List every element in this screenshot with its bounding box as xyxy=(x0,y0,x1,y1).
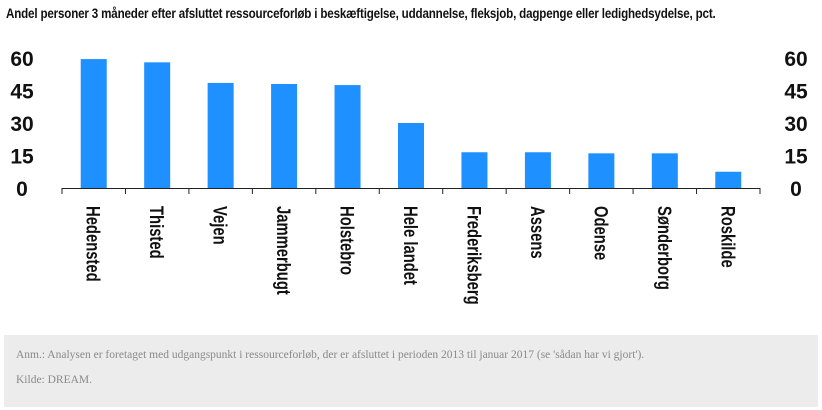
bar xyxy=(271,84,298,188)
bar xyxy=(207,82,234,188)
y-tick-label-left: 30 xyxy=(10,113,33,136)
bar xyxy=(588,153,615,188)
x-ticks xyxy=(61,188,761,194)
y-tick-label-right: 15 xyxy=(784,146,808,169)
bar xyxy=(524,152,551,188)
x-tick-label: Hedensted xyxy=(82,206,103,282)
bar-chart: 0 15 30 45 60 0 15 30 45 60 Hedensted Thisted Veje… xyxy=(10,48,808,305)
footnote-text: Anm.: Analysen er foretaget med udgangsp… xyxy=(16,349,645,361)
y-tick-label-left: 60 xyxy=(10,48,33,71)
y-tick-label-left: 15 xyxy=(10,146,34,169)
bar xyxy=(144,62,171,189)
y-tick-label-right: 45 xyxy=(784,81,808,104)
bars xyxy=(80,59,742,189)
y-axis-right: 0 15 30 45 60 xyxy=(784,48,808,201)
x-tick-label: Sønderborg xyxy=(653,206,674,290)
y-tick-label-right: 60 xyxy=(784,48,807,71)
x-tick-label: Roskilde xyxy=(717,206,738,268)
y-tick-label-right: 30 xyxy=(784,113,807,136)
bar xyxy=(334,85,361,188)
x-tick-label: Odense xyxy=(590,206,611,260)
x-tick-label: Assens xyxy=(526,206,547,259)
chart-title: Andel personer 3 måneder efter afsluttet… xyxy=(6,6,716,21)
bar xyxy=(461,152,488,188)
y-tick-label-left: 45 xyxy=(10,81,34,104)
x-axis-labels: Hedensted Thisted Vejen Jammerbugt Holstebro… xyxy=(82,206,738,305)
x-tick-label: Vejen xyxy=(209,206,230,245)
x-tick-label: Holstebro xyxy=(336,206,357,275)
x-tick-label: Jammerbugt xyxy=(273,206,294,295)
x-tick-label: Frederiksberg xyxy=(463,206,484,305)
y-tick-label-right: 0 xyxy=(790,178,802,201)
bar xyxy=(715,171,742,188)
x-tick-label: Thisted xyxy=(146,206,167,259)
y-tick-label-left: 0 xyxy=(16,178,28,201)
x-tick-label: Hele landet xyxy=(400,206,421,285)
y-axis-left: 0 15 30 45 60 xyxy=(10,48,34,201)
source-text: Kilde: DREAM. xyxy=(16,374,93,386)
bar xyxy=(651,153,678,188)
bar xyxy=(398,123,424,188)
footnote-box: Anm.: Analysen er foretaget med udgangsp… xyxy=(4,335,818,407)
bar xyxy=(80,59,107,189)
